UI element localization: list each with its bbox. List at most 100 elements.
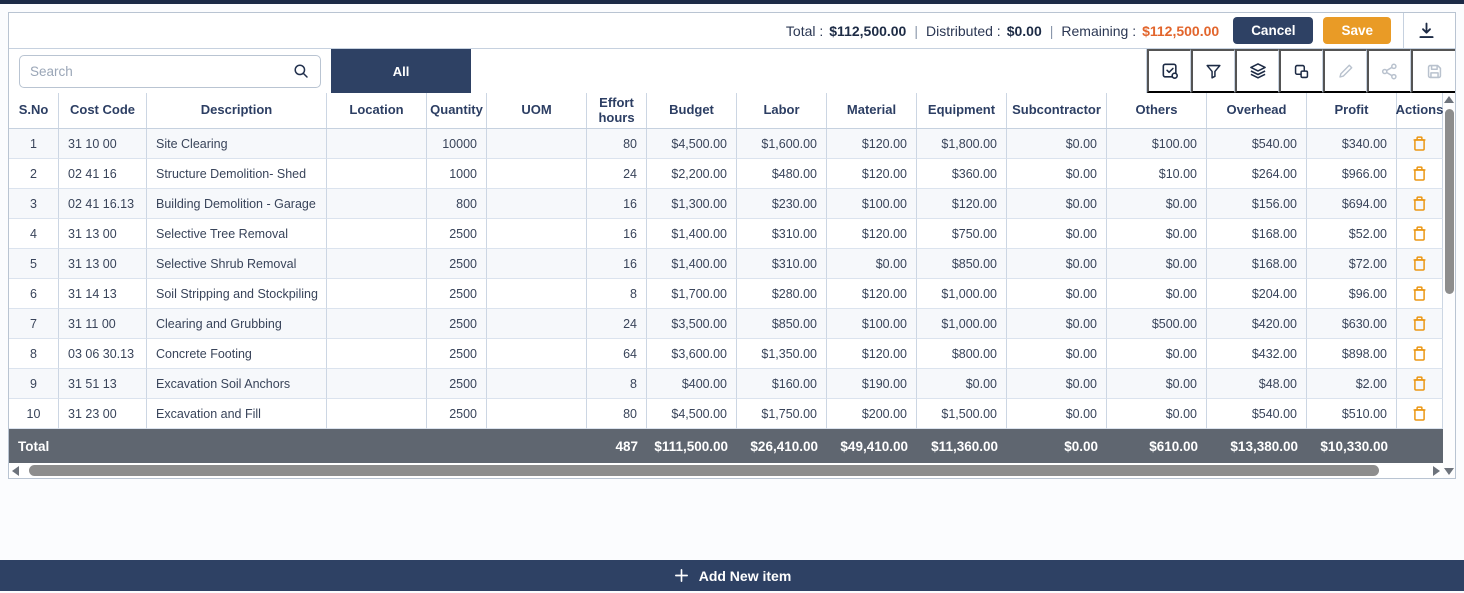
horizontal-scroll-thumb[interactable]: [29, 465, 1379, 476]
cell: [327, 129, 427, 159]
cell: $850.00: [917, 249, 1007, 279]
cell: [487, 309, 587, 339]
cell: $120.00: [827, 159, 917, 189]
filter-icon[interactable]: [1191, 49, 1235, 93]
table-grid: S.No Cost Code Description Location Quantity…: [9, 93, 1443, 478]
vertical-scroll-thumb[interactable]: [1444, 109, 1454, 294]
copy-icon[interactable]: [1279, 49, 1323, 93]
delete-row-button[interactable]: [1410, 374, 1429, 393]
scroll-down-arrow-icon[interactable]: [1444, 468, 1454, 475]
cell: $1,350.00: [737, 339, 827, 369]
cell: $96.00: [1307, 279, 1397, 309]
cell: 2500: [427, 219, 487, 249]
cell: $340.00: [1307, 129, 1397, 159]
cell: $510.00: [1307, 399, 1397, 429]
search-input[interactable]: [30, 63, 292, 79]
save-button[interactable]: Save: [1323, 17, 1391, 44]
row-actions-cell: [1397, 369, 1443, 399]
delete-row-button[interactable]: [1410, 314, 1429, 333]
cell: [327, 399, 427, 429]
cell: [487, 129, 587, 159]
cell: 800: [427, 189, 487, 219]
cell: 2: [9, 159, 59, 189]
cell: 31 14 13: [59, 279, 147, 309]
cell: $0.00: [1007, 159, 1107, 189]
delete-row-button[interactable]: [1410, 284, 1429, 303]
total-cell: $610.00: [1149, 438, 1198, 454]
cell: $120.00: [827, 339, 917, 369]
table-row: 6 31 14 13 Soil Stripping and Stockpiling 2…: [9, 279, 1443, 309]
cell: $200.00: [827, 399, 917, 429]
search-box: [19, 54, 321, 88]
filterbar-spacer: [471, 49, 1146, 93]
column-header-profit: Profit: [1307, 93, 1397, 128]
delete-row-button[interactable]: [1410, 344, 1429, 363]
cell: 10: [9, 399, 59, 429]
cell: [487, 369, 587, 399]
scroll-left-arrow-icon[interactable]: [12, 465, 19, 476]
cell: $0.00: [1007, 339, 1107, 369]
summary-bar: Total : $112,500.00 | Distributed : $0.0…: [9, 13, 1455, 49]
horizontal-scroll-track[interactable]: [23, 465, 1429, 476]
cell: 6: [9, 279, 59, 309]
table-row: 9 31 51 13 Excavation Soil Anchors 2500 8 $40…: [9, 369, 1443, 399]
cell: 31 13 00: [59, 219, 147, 249]
budget-summary: Total : $112,500.00 | Distributed : $0.0…: [786, 23, 1219, 39]
row-actions-cell: [1397, 159, 1443, 189]
add-new-item-button[interactable]: Add New item: [0, 560, 1464, 591]
cell: $190.00: [827, 369, 917, 399]
cell: 31 51 13: [59, 369, 147, 399]
cell: $1,400.00: [647, 249, 737, 279]
cell: Concrete Footing: [147, 339, 327, 369]
cell: Soil Stripping and Stockpiling: [147, 279, 327, 309]
cell: 2500: [427, 249, 487, 279]
cell: $432.00: [1207, 339, 1307, 369]
save-disk-icon[interactable]: [1411, 49, 1455, 93]
cell: 16: [587, 219, 647, 249]
share-icon[interactable]: [1367, 49, 1411, 93]
top-accent-strip: [0, 0, 1464, 4]
table-body: 1 31 10 00 Site Clearing 10000 80 $4,500.00 $1…: [9, 129, 1443, 429]
cell: $0.00: [1107, 219, 1207, 249]
cell: $1,000.00: [917, 279, 1007, 309]
cell: $800.00: [917, 339, 1007, 369]
cell: 1000: [427, 159, 487, 189]
delete-row-button[interactable]: [1410, 404, 1429, 423]
total-cell: $26,410.00: [750, 438, 818, 454]
cell: 2500: [427, 339, 487, 369]
total-cell: $0.00: [1064, 438, 1098, 454]
trash-icon: [1413, 226, 1426, 241]
total-cell: $11,360.00: [931, 438, 998, 454]
check-square-icon[interactable]: [1147, 49, 1191, 93]
cell: $2.00: [1307, 369, 1397, 399]
delete-row-button[interactable]: [1410, 164, 1429, 183]
download-button[interactable]: [1416, 20, 1437, 41]
cell: $0.00: [1007, 219, 1107, 249]
table-row: 7 31 11 00 Clearing and Grubbing 2500 24 $3,5…: [9, 309, 1443, 339]
cell: $100.00: [827, 309, 917, 339]
trash-icon: [1413, 316, 1426, 331]
scroll-up-arrow-icon[interactable]: [1444, 96, 1454, 103]
cell: $72.00: [1307, 249, 1397, 279]
scroll-right-arrow-icon[interactable]: [1433, 465, 1440, 476]
tab-all[interactable]: All: [331, 49, 471, 93]
cell: $1,750.00: [737, 399, 827, 429]
cell: $280.00: [737, 279, 827, 309]
delete-row-button[interactable]: [1410, 194, 1429, 213]
cell: $120.00: [827, 279, 917, 309]
remaining-label: Remaining :: [1061, 22, 1137, 39]
cell: [487, 159, 587, 189]
edit-pencil-icon[interactable]: [1323, 49, 1367, 93]
cell: [327, 309, 427, 339]
delete-row-button[interactable]: [1410, 254, 1429, 273]
cell: $0.00: [1007, 309, 1107, 339]
cell: 24: [587, 159, 647, 189]
layers-icon[interactable]: [1235, 49, 1279, 93]
delete-row-button[interactable]: [1410, 134, 1429, 153]
table-row: 1 31 10 00 Site Clearing 10000 80 $4,500.00 $1…: [9, 129, 1443, 159]
column-header-uom: UOM: [487, 93, 587, 128]
cancel-button[interactable]: Cancel: [1233, 17, 1314, 44]
cell: 9: [9, 369, 59, 399]
table-row: 5 31 13 00 Selective Shrub Removal 2500 16 $1…: [9, 249, 1443, 279]
delete-row-button[interactable]: [1410, 224, 1429, 243]
